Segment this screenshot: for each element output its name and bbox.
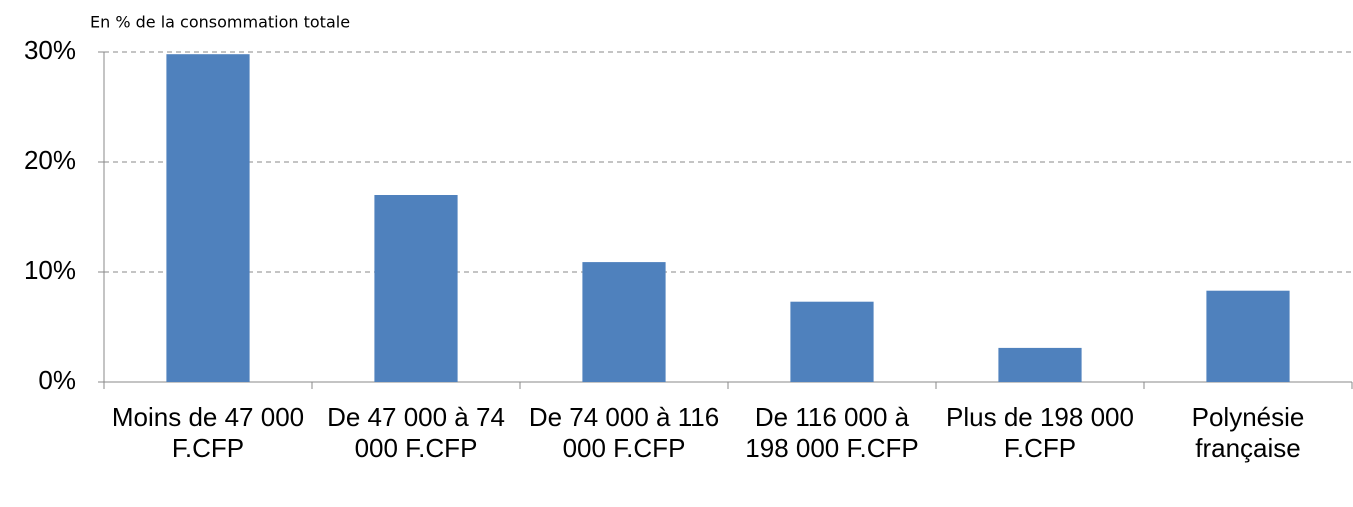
x-tick-label: De 74 000 à 116 000 F.CFP	[528, 402, 720, 463]
x-tick-label: Plus de 198 000 F.CFP	[946, 402, 1134, 463]
x-tick-label: De 116 000 à 198 000 F.CFP	[745, 402, 919, 463]
y-tick-label: 10%	[24, 255, 76, 285]
bar	[582, 262, 666, 382]
y-tick-label: 0%	[38, 365, 76, 395]
bar	[166, 54, 250, 382]
bar	[998, 347, 1082, 382]
y-tick-label: 30%	[24, 35, 76, 65]
bar	[790, 301, 874, 382]
x-tick-label: Polynésie française	[1191, 402, 1305, 463]
x-tick-label: De 47 000 à 74 000 F.CFP	[327, 402, 505, 463]
chart-subtitle: En % de la consommation totale	[90, 13, 350, 32]
bar	[1206, 290, 1290, 382]
y-tick-label: 20%	[24, 145, 76, 175]
x-tick-label: Moins de 47 000 F.CFP	[111, 402, 305, 463]
bar	[374, 195, 458, 382]
